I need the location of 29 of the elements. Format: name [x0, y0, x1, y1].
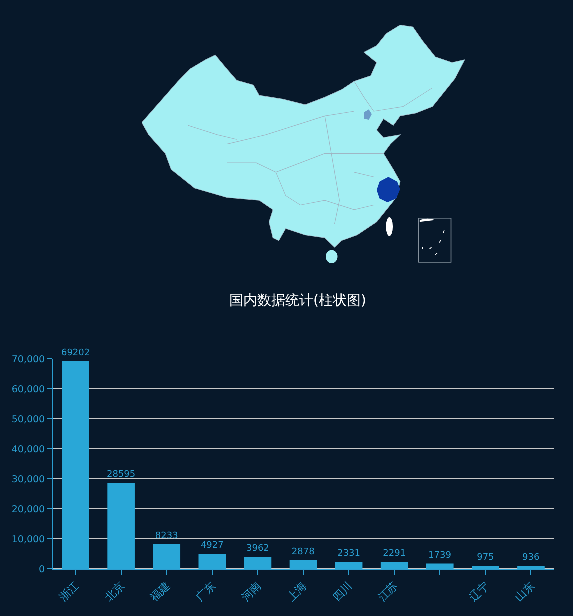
chart-title: 国内数据统计(柱状图) [230, 292, 366, 309]
data-label: 69202 [61, 348, 90, 358]
x-tick-label: 辽宁 [466, 580, 492, 604]
data-label: 28595 [106, 470, 136, 480]
y-tick-label: 40,000 [12, 444, 46, 456]
x-tick-label: 广东 [194, 580, 218, 604]
y-tick-label: 30,000 [12, 474, 46, 486]
data-label: 1739 [428, 550, 452, 561]
y-tick-label: 50,000 [12, 414, 46, 426]
data-label: 2331 [338, 549, 360, 560]
y-tick-label: 60,000 [12, 384, 46, 396]
data-label: 975 [477, 553, 494, 564]
x-tick-label: 福建 [148, 580, 173, 604]
y-tick-label: 20,000 [12, 504, 46, 516]
data-label: 2878 [292, 547, 316, 558]
x-tick-label: 四川 [330, 580, 356, 604]
data-label: 3962 [246, 544, 270, 554]
y-tick-label: 70,000 [12, 354, 46, 366]
data-label: 2291 [383, 549, 406, 560]
x-tick-label: 江苏 [376, 580, 401, 604]
x-tick-label: 浙江 [57, 580, 82, 604]
y-tick-label: 0 [39, 564, 46, 576]
x-tick-label: 上海 [284, 580, 310, 604]
x-tick-label: 河南 [239, 580, 264, 604]
data-label: 936 [522, 553, 540, 564]
data-label: 4927 [200, 541, 224, 552]
x-tick-label: 山东 [512, 580, 538, 604]
y-tick-label: 10,000 [12, 534, 46, 546]
x-tick-label: 北京 [102, 580, 128, 604]
